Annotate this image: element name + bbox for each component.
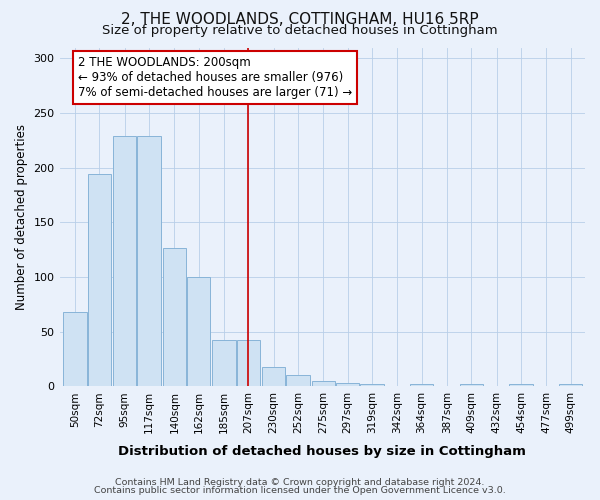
Bar xyxy=(187,277,210,386)
Bar xyxy=(559,384,582,386)
Bar xyxy=(286,376,310,386)
Text: 2, THE WOODLANDS, COTTINGHAM, HU16 5RP: 2, THE WOODLANDS, COTTINGHAM, HU16 5RP xyxy=(121,12,479,28)
Bar xyxy=(262,366,285,386)
Text: 2 THE WOODLANDS: 200sqm
← 93% of detached houses are smaller (976)
7% of semi-de: 2 THE WOODLANDS: 200sqm ← 93% of detache… xyxy=(78,56,352,99)
Bar xyxy=(137,136,161,386)
Text: Size of property relative to detached houses in Cottingham: Size of property relative to detached ho… xyxy=(102,24,498,37)
Text: Contains HM Land Registry data © Crown copyright and database right 2024.: Contains HM Land Registry data © Crown c… xyxy=(115,478,485,487)
Bar xyxy=(509,384,533,386)
Bar xyxy=(163,248,186,386)
Text: Contains public sector information licensed under the Open Government Licence v3: Contains public sector information licen… xyxy=(94,486,506,495)
Bar xyxy=(410,384,433,386)
Y-axis label: Number of detached properties: Number of detached properties xyxy=(15,124,28,310)
Bar xyxy=(460,384,483,386)
Bar xyxy=(237,340,260,386)
X-axis label: Distribution of detached houses by size in Cottingham: Distribution of detached houses by size … xyxy=(118,444,526,458)
Bar xyxy=(312,381,335,386)
Bar xyxy=(113,136,136,386)
Bar xyxy=(336,383,359,386)
Bar xyxy=(361,384,383,386)
Bar xyxy=(212,340,236,386)
Bar xyxy=(64,312,86,386)
Bar xyxy=(88,174,111,386)
